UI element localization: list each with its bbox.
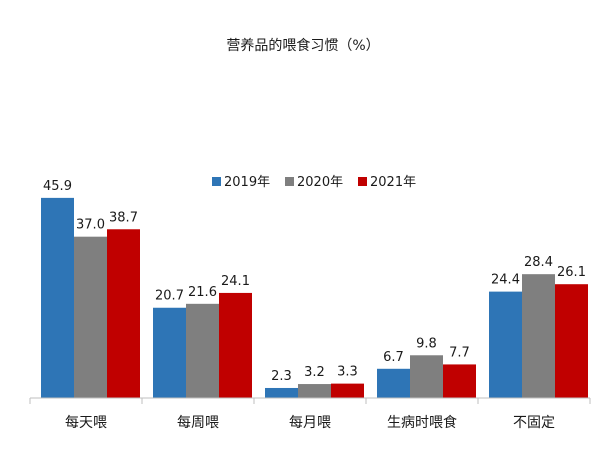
legend-label-3: 2021年 bbox=[370, 175, 416, 190]
bar-5-series-2 bbox=[522, 274, 555, 398]
value-label-4-series-3: 7.7 bbox=[449, 345, 470, 360]
bar-1-series-2 bbox=[74, 236, 107, 398]
x-tick-label-4: 生病时喂食 bbox=[387, 414, 457, 431]
bar-3-series-3 bbox=[331, 383, 364, 398]
bar-2-series-3 bbox=[219, 292, 252, 398]
value-label-5-series-3: 26.1 bbox=[557, 265, 586, 280]
value-label-2-series-2: 21.6 bbox=[188, 285, 217, 300]
value-label-1-series-2: 37.0 bbox=[76, 218, 105, 233]
legend: 2019年 2020年 2021年 bbox=[212, 175, 416, 190]
value-label-2-series-3: 24.1 bbox=[221, 274, 250, 289]
value-label-1-series-1: 45.9 bbox=[43, 179, 72, 194]
bar-2-series-2 bbox=[186, 303, 219, 398]
bar-1-series-3 bbox=[107, 229, 140, 398]
value-label-1-series-3: 38.7 bbox=[109, 210, 138, 225]
value-label-2-series-1: 20.7 bbox=[155, 289, 184, 304]
bar-3-series-1 bbox=[265, 387, 298, 398]
value-label-4-series-2: 9.8 bbox=[416, 336, 437, 351]
value-label-4-series-1: 6.7 bbox=[383, 350, 404, 365]
bar-1-series-1 bbox=[41, 197, 74, 398]
value-label-3-series-1: 2.3 bbox=[271, 369, 292, 384]
x-axis-labels: 每天喂 每周喂 每月喂 生病时喂食 不固定 bbox=[65, 414, 555, 431]
x-axis-ticks bbox=[29, 398, 591, 404]
x-tick-label-1: 每天喂 bbox=[65, 415, 107, 431]
legend-swatch-2 bbox=[285, 177, 294, 186]
bar-4-series-1 bbox=[377, 368, 410, 398]
bar-4-series-3 bbox=[443, 364, 476, 398]
x-tick-label-2: 每周喂 bbox=[177, 415, 219, 431]
value-labels-group: 45.9 37.0 38.7 20.7 21.6 24.1 2.3 3.2 3.3 6.7 9.8 7… bbox=[43, 179, 586, 384]
bar-5-series-1 bbox=[489, 291, 522, 398]
x-tick-label-3: 每月喂 bbox=[289, 415, 331, 431]
x-tick-label-5: 不固定 bbox=[513, 415, 555, 431]
value-label-5-series-1: 24.4 bbox=[491, 273, 520, 288]
legend-swatch-3 bbox=[358, 177, 367, 186]
chart-title: 营养品的喂食习惯（%） bbox=[226, 37, 379, 54]
bar-2-series-1 bbox=[153, 307, 186, 398]
bar-5-series-3 bbox=[555, 284, 588, 398]
bar-3-series-2 bbox=[298, 384, 331, 398]
legend-label-1: 2019年 bbox=[224, 175, 270, 190]
bar-4-series-2 bbox=[410, 355, 443, 398]
value-label-5-series-2: 28.4 bbox=[524, 255, 553, 270]
legend-label-2: 2020年 bbox=[297, 175, 343, 190]
value-label-3-series-3: 3.3 bbox=[337, 365, 358, 380]
legend-swatch-1 bbox=[212, 177, 221, 186]
bars-group bbox=[41, 197, 588, 398]
value-label-3-series-2: 3.2 bbox=[304, 365, 325, 380]
